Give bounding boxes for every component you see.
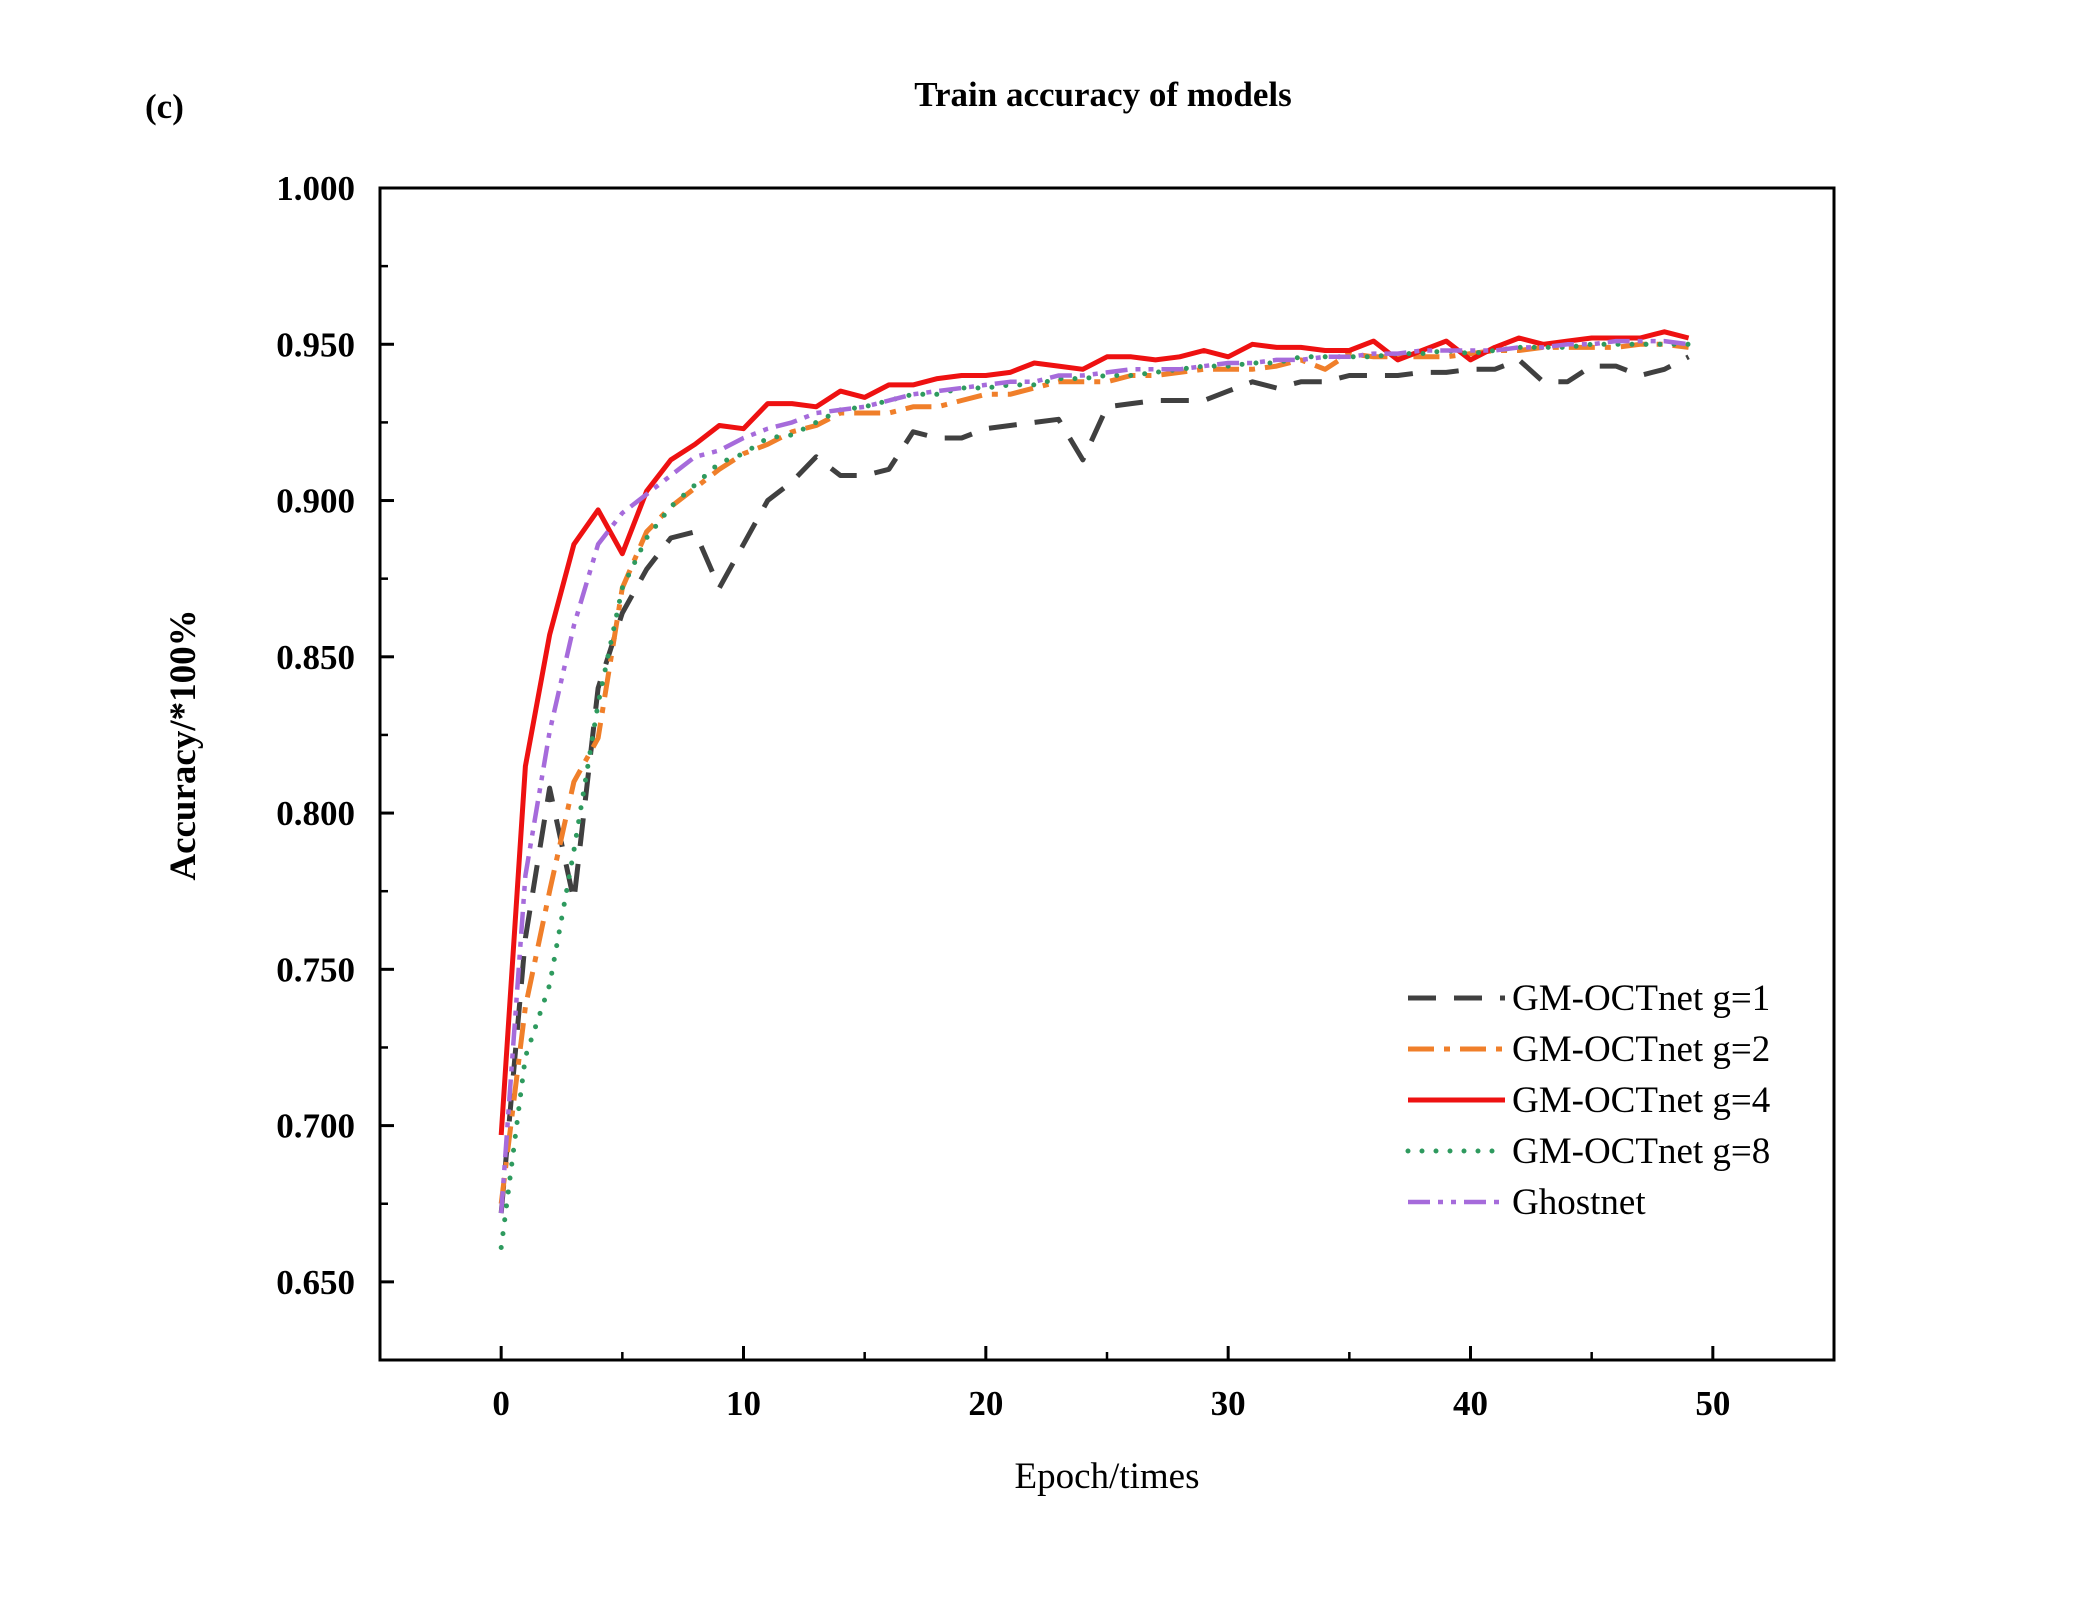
y-tick-label: 0.900 — [276, 482, 355, 521]
chart-title: Train accuracy of models — [914, 75, 1291, 114]
legend-label-4: GM-OCTnet g=8 — [1512, 1131, 1770, 1172]
x-axis-label: Epoch/times — [1015, 1456, 1200, 1497]
y-tick-label: 0.800 — [276, 794, 355, 833]
y-tick-label: 0.650 — [276, 1263, 355, 1302]
legend-label-3: GM-OCTnet g=4 — [1512, 1080, 1770, 1121]
series-layer — [498, 329, 1692, 1250]
x-tick-label: 50 — [1695, 1384, 1730, 1423]
y-tick-label: 0.950 — [276, 325, 355, 364]
y-axis-label: Accuracy/*100% — [163, 609, 204, 880]
series-line-3 — [498, 329, 1690, 1136]
x-axis: 0 10 20 30 40 50 — [378, 1346, 1836, 1423]
legend-label-5: Ghostnet — [1512, 1182, 1646, 1223]
legend-label-2: GM-OCTnet g=2 — [1512, 1029, 1770, 1070]
y-tick-label: 0.750 — [276, 950, 355, 989]
x-tick-label: 30 — [1211, 1384, 1246, 1423]
series-line-1 — [498, 354, 1690, 1214]
y-tick-label: 1.000 — [276, 169, 355, 208]
panel-label: (c) — [145, 87, 184, 126]
x-tick-label: 10 — [726, 1384, 761, 1423]
y-axis: 0.650 0.700 0.750 0.800 0.850 0.900 0.950 1.000 — [276, 169, 394, 1362]
y-tick-label: 0.700 — [276, 1107, 355, 1146]
x-tick-label: 0 — [492, 1384, 510, 1423]
x-tick-label: 40 — [1453, 1384, 1488, 1423]
series-line-2 — [498, 341, 1689, 1205]
legend: GM-OCTnet g=1 GM-OCTnet g=2 GM-OCTnet g=4 G… — [1405, 978, 1770, 1223]
series-line-4 — [498, 341, 1692, 1250]
x-tick-label: 20 — [968, 1384, 1003, 1423]
y-tick-label: 0.850 — [276, 638, 355, 677]
series-line-5 — [498, 338, 1689, 1214]
legend-label-1: GM-OCTnet g=1 — [1512, 978, 1770, 1019]
